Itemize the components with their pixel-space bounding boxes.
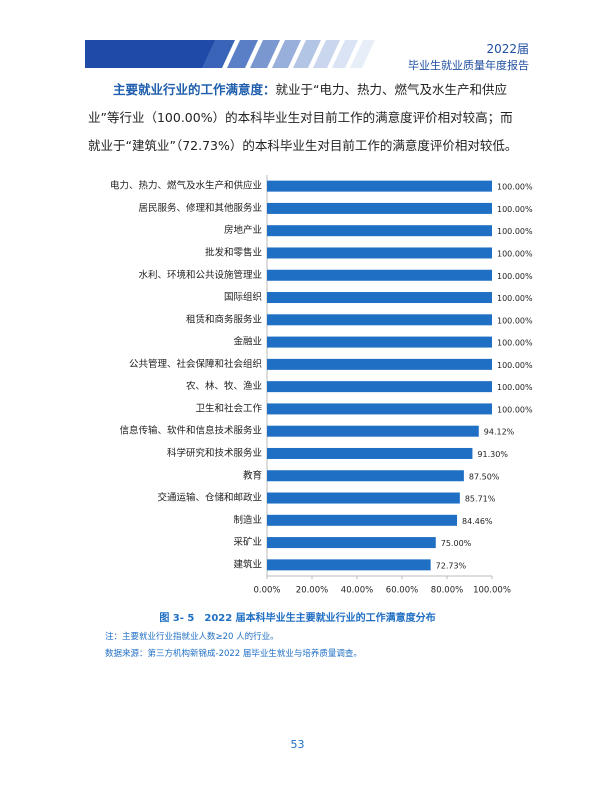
bar [267,470,464,482]
page-number: 53 [290,738,305,751]
caption: 图 3- 5 2022 届本科毕业生主要就业行业的工作满意度分布 [159,613,436,624]
bar [267,425,479,437]
bar [267,202,492,214]
y-tick-label: 采矿业 [233,536,262,548]
bar [267,336,492,348]
value-label: 100.00% [497,361,533,370]
value-label: 100.00% [497,205,533,214]
y-tick-label: 农、林、牧、渔业 [186,380,262,392]
bar [267,381,492,393]
value-label: 100.00% [497,272,533,281]
header-title: 毕业生就业质量年度报告 [408,59,529,72]
x-tick-label: 40.00% [341,586,373,596]
header-band [85,40,375,68]
y-tick-label: 房地产业 [224,224,262,236]
value-label: 100.00% [497,383,533,392]
bar [267,180,492,192]
y-tick-label: 交通运输、仓储和邮政业 [157,492,262,504]
value-label: 100.00% [497,339,533,348]
header-year: 2022届 [486,42,529,56]
bar [267,447,473,459]
y-tick-label: 电力、热力、燃气及水生产和供应业 [110,180,262,192]
y-tick-label: 教育 [243,469,262,481]
bar [267,358,492,370]
value-label: 100.00% [497,227,533,236]
bar [267,314,492,326]
y-tick-label: 国际组织 [224,291,262,303]
value-label: 84.46% [462,517,493,526]
value-label: 100.00% [497,249,533,258]
value-label: 75.00% [441,539,472,548]
bar [267,269,492,281]
x-tick-label: 60.00% [386,586,418,596]
bar [267,247,492,259]
note: 数据来源：第三方机构新锦成-2022 届毕业生就业与培养质量调查。 [105,649,362,659]
bar [267,492,460,504]
body: 就业于“电力、热力、燃气及水生产和供应业”等行业（100.00%）的本科毕业生对… [88,82,518,153]
x-tick-label: 0.00% [253,586,280,596]
x-tick-label: 100.00% [473,586,511,596]
value-label: 87.50% [469,472,500,481]
note: 注：主要就业行业指就业人数≥20 人的行业。 [105,632,279,642]
value-label: 85.71% [465,495,496,504]
value-label: 100.00% [497,405,533,414]
value-label: 94.12% [484,428,515,437]
y-tick-label: 卫生和社会工作 [195,402,262,414]
value-label: 100.00% [497,316,533,325]
bar [267,559,431,571]
y-tick-label: 建筑业 [233,558,262,570]
bar [267,403,492,415]
bar [267,225,492,237]
bar [267,514,458,526]
paragraph: 主要就业行业的工作满意度：就业于“电力、热力、燃气及水生产和供应业”等行业（10… [88,76,522,160]
bar [267,292,492,304]
y-tick-label: 制造业 [233,514,262,526]
x-tick-label: 80.00% [431,586,463,596]
bar [267,537,436,549]
y-tick-label: 公共管理、社会保障和社会组织 [129,358,262,370]
y-tick-label: 批发和零售业 [205,246,262,258]
value-label: 100.00% [497,183,533,192]
y-tick-label: 水利、环境和公共设施管理业 [138,269,262,281]
y-tick-label: 租赁和商务服务业 [186,313,262,325]
value-label: 72.73% [436,561,467,570]
value-label: 100.00% [497,294,533,303]
value-label: 91.30% [477,450,508,459]
y-tick-label: 金融业 [233,336,262,348]
x-tick-label: 20.00% [296,586,328,596]
y-tick-label: 居民服务、修理和其他服务业 [138,202,262,214]
y-tick-label: 信息传输、软件和信息技术服务业 [119,425,262,437]
chart: 0.00% 20.00% 40.00% 60.00% 80.00% 100.00% 电力、热… [110,175,533,596]
y-tick-label: 科学研究和技术服务业 [167,447,262,459]
lead: 主要就业行业的工作满意度： [113,82,276,97]
